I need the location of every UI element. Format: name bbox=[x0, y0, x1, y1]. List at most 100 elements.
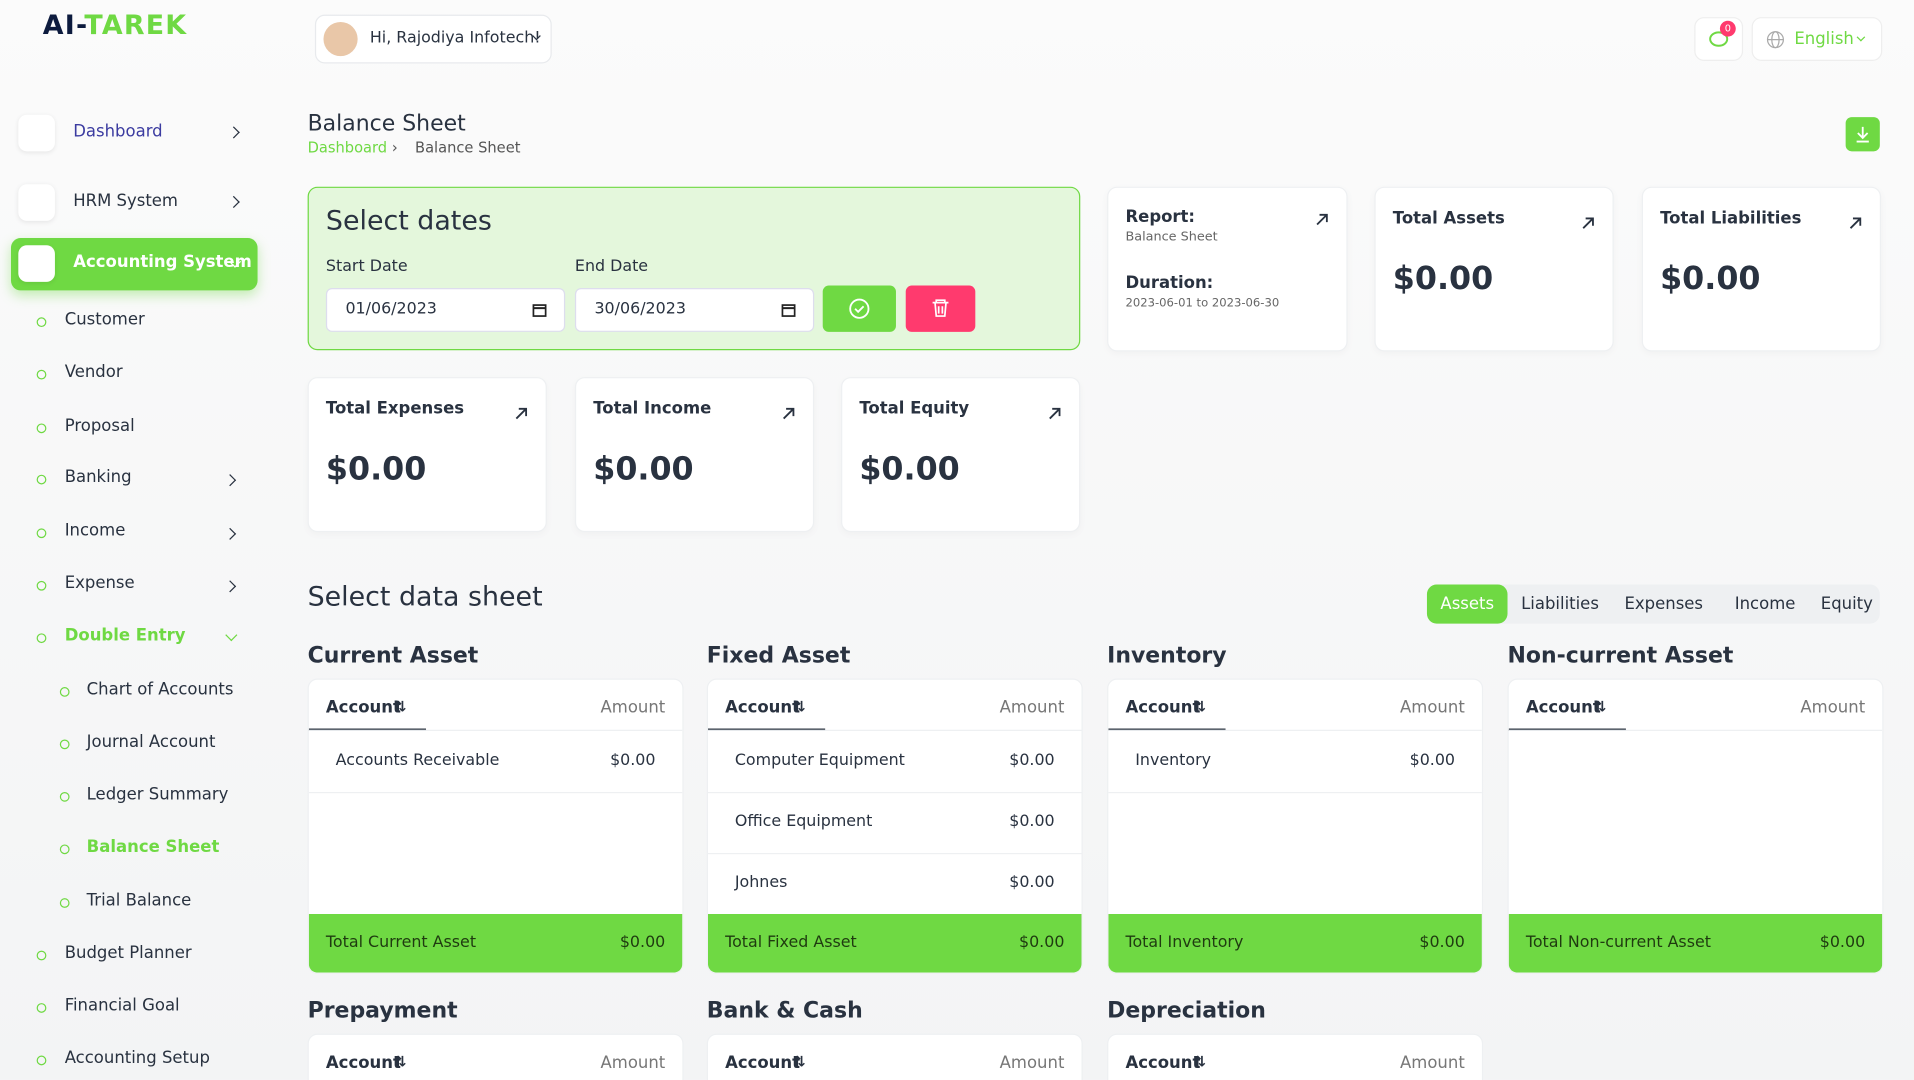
nav-subitem[interactable]: Banking bbox=[64, 467, 132, 487]
nav-item[interactable]: Accounting System bbox=[10, 237, 258, 291]
apply-button[interactable] bbox=[822, 285, 896, 332]
table-row: Inventory $0.00 bbox=[1108, 731, 1482, 794]
tab[interactable]: Income bbox=[1734, 594, 1796, 614]
breadcrumb-current: Balance Sheet bbox=[415, 139, 521, 157]
tab[interactable]: Liabilities bbox=[1521, 594, 1599, 614]
tab[interactable]: Equity bbox=[1820, 594, 1873, 614]
nav-item[interactable]: Dashboard bbox=[11, 112, 258, 153]
calendar-icon bbox=[781, 304, 796, 317]
sort-icon: ⇅ bbox=[394, 1053, 407, 1071]
column-header: Account bbox=[1125, 698, 1201, 718]
account-name: Accounts Receivable bbox=[335, 751, 500, 771]
nav-subitem[interactable]: Accounting Setup bbox=[64, 1048, 210, 1068]
greeting: Hi, Rajodiya Infotech! bbox=[369, 29, 541, 48]
duration: 2023-06-01 to 2023-06-30 bbox=[1125, 296, 1280, 310]
trash-icon bbox=[932, 299, 949, 317]
header-underline bbox=[308, 728, 427, 731]
sort-icon: ⇅ bbox=[1193, 698, 1207, 716]
notification-count: 0 bbox=[1719, 20, 1736, 37]
nav-subitem[interactable]: Expense bbox=[64, 573, 135, 594]
total-label: Total Inventory bbox=[1125, 933, 1244, 952]
table: Account ⇅ Amount bbox=[307, 1033, 684, 1080]
nav-subitem[interactable]: Budget Planner bbox=[64, 943, 192, 963]
language: English bbox=[1794, 29, 1854, 49]
stat-label: Total Assets bbox=[1392, 208, 1505, 229]
total-amount: $0.00 bbox=[1419, 933, 1465, 952]
nav-subitem[interactable]: Journal Account bbox=[86, 732, 216, 752]
table: Account ⇅ Amount Accounts Receivable $0.00 To… bbox=[307, 678, 684, 974]
column-header: Amount bbox=[1400, 698, 1465, 718]
chevron bbox=[224, 474, 237, 487]
nav-subitem[interactable]: Vendor bbox=[64, 362, 123, 382]
table: Account ⇅ Amount bbox=[706, 1033, 1083, 1080]
open-icon bbox=[515, 407, 528, 420]
nav-icon bbox=[18, 245, 55, 282]
globe-icon bbox=[1766, 31, 1784, 49]
stat-value: $0.00 bbox=[593, 451, 694, 489]
table: Account ⇅ Amount Inventory $0.00 Total Invent… bbox=[1107, 678, 1484, 974]
nav-item[interactable]: HRM System bbox=[11, 182, 258, 223]
stat-value: $0.00 bbox=[1392, 261, 1494, 298]
chevron bbox=[225, 629, 238, 642]
tabs: Assets Liabilities Expenses Income Equity bbox=[1426, 584, 1880, 624]
open-icon[interactable] bbox=[1315, 212, 1330, 227]
total-label: Total Current Asset bbox=[325, 933, 477, 952]
tab[interactable]: Expenses bbox=[1624, 594, 1704, 614]
header-border bbox=[308, 729, 683, 731]
bullet bbox=[36, 950, 47, 961]
download-button[interactable] bbox=[1845, 117, 1880, 152]
end-date-input[interactable]: 30/06/2023 bbox=[574, 287, 815, 332]
total-amount: $0.00 bbox=[1018, 933, 1065, 952]
header-underline bbox=[1508, 728, 1626, 731]
check-icon bbox=[849, 298, 870, 319]
header-border bbox=[707, 729, 1082, 731]
nav-subitem[interactable]: Chart of Accounts bbox=[86, 679, 234, 700]
stat-value: $0.00 bbox=[325, 451, 427, 489]
tab[interactable]: Assets bbox=[1426, 584, 1508, 624]
avatar bbox=[323, 21, 358, 57]
open-button[interactable] bbox=[1581, 212, 1596, 235]
header-underline bbox=[707, 728, 826, 731]
bullet bbox=[36, 1003, 47, 1013]
breadcrumb-link[interactable]: Dashboard bbox=[307, 139, 388, 157]
total-row: Total Non-current Asset $0.00 bbox=[1508, 914, 1883, 973]
nav-subitem[interactable]: Ledger Summary bbox=[86, 784, 229, 805]
open-button[interactable] bbox=[1047, 403, 1062, 426]
bullet bbox=[59, 739, 70, 750]
nav-subitem[interactable]: Financial Goal bbox=[64, 995, 180, 1016]
language-menu[interactable]: English bbox=[1751, 17, 1883, 62]
reset-button[interactable] bbox=[905, 285, 976, 332]
column-header: Amount bbox=[1400, 1053, 1465, 1073]
date-filter: Select dates Start Date End Date 01/06/2… bbox=[307, 186, 1081, 351]
section-title: Non-current Asset bbox=[1507, 643, 1734, 669]
nav-subitem[interactable]: Income bbox=[64, 521, 126, 541]
table-row: Computer Equipment $0.00 bbox=[707, 731, 1082, 794]
end-label: End Date bbox=[574, 257, 649, 276]
notifications[interactable]: 0 bbox=[1694, 17, 1744, 62]
open-button[interactable] bbox=[514, 403, 529, 426]
total-row: Total Current Asset $0.00 bbox=[308, 914, 683, 973]
logo-prefix: AI- bbox=[42, 10, 85, 42]
page-title: Balance Sheet bbox=[307, 111, 466, 137]
section-title: Prepayment bbox=[307, 998, 458, 1024]
column-header: Amount bbox=[999, 1053, 1065, 1073]
nav-icon bbox=[18, 114, 55, 152]
download-icon bbox=[1856, 126, 1869, 143]
column-header: Account bbox=[1125, 1053, 1201, 1073]
stat-value: $0.00 bbox=[859, 451, 960, 489]
start-date-input[interactable]: 01/06/2023 bbox=[325, 287, 566, 332]
nav-subitem[interactable]: Balance Sheet bbox=[86, 837, 220, 857]
end-date: 30/06/2023 bbox=[594, 300, 686, 319]
header-border bbox=[1108, 729, 1482, 731]
open-button[interactable] bbox=[1848, 212, 1863, 235]
nav-subitem[interactable]: Double Entry bbox=[64, 626, 186, 646]
nav-subitem[interactable]: Proposal bbox=[64, 416, 135, 436]
user-menu[interactable]: Hi, Rajodiya Infotech! bbox=[314, 14, 552, 64]
date-title: Select dates bbox=[325, 206, 492, 237]
nav-subitem[interactable]: Trial Balance bbox=[86, 890, 192, 911]
nav-subitem[interactable]: Customer bbox=[64, 309, 145, 330]
open-button[interactable] bbox=[781, 403, 796, 426]
total-label: Total Fixed Asset bbox=[725, 933, 857, 952]
bullet bbox=[36, 317, 47, 328]
report-card: Report: Balance Sheet Duration: 2023-06-… bbox=[1107, 186, 1348, 352]
